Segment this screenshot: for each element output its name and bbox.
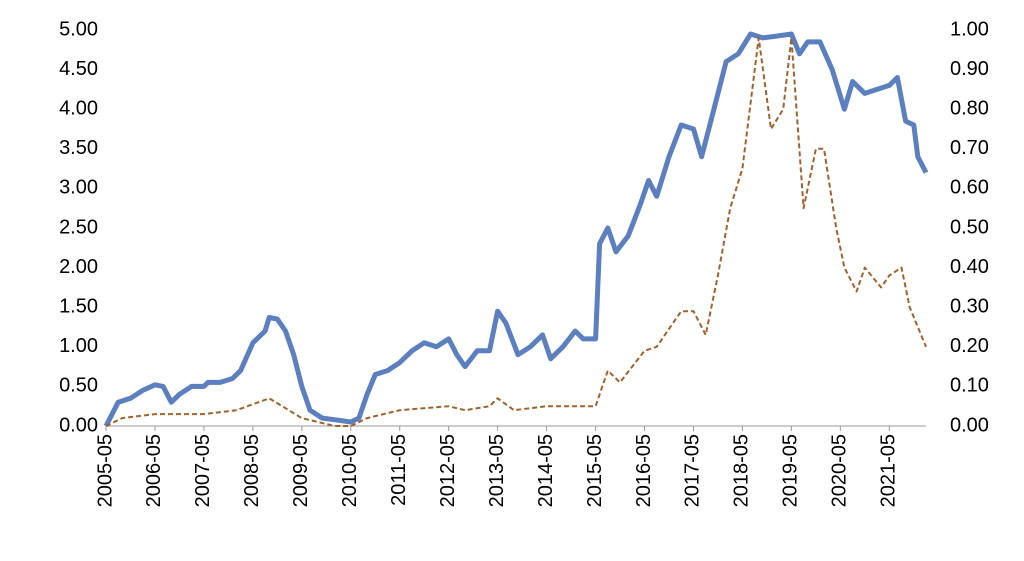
y2-tick-label: 0.60 xyxy=(950,177,989,199)
x-tick-label: 2014-05 xyxy=(535,434,557,507)
y2-tick-label: 0.50 xyxy=(950,216,989,238)
x-tick-label: 2020-05 xyxy=(829,434,851,507)
y-tick-label: 0.50 xyxy=(59,375,98,397)
x-tick-label: 2021-05 xyxy=(878,434,900,507)
series-line xyxy=(105,36,927,427)
y2-tick-label: 1.00 xyxy=(950,18,989,40)
y-tick-label: 2.00 xyxy=(59,256,98,278)
y-tick-label: 5.00 xyxy=(59,18,98,40)
y2-tick-label: 0.30 xyxy=(950,295,989,317)
x-tick-label: 2019-05 xyxy=(780,434,802,507)
x-tick-label: 2018-05 xyxy=(731,434,753,507)
x-tick-label: 2015-05 xyxy=(584,434,606,507)
series-line xyxy=(103,31,929,428)
x-tick-label: 2006-05 xyxy=(143,434,165,507)
y2-tick-label: 0.80 xyxy=(950,97,989,119)
x-tick-label: 2012-05 xyxy=(437,434,459,507)
y-tick-label: 3.50 xyxy=(59,137,98,159)
x-tick-label: 2017-05 xyxy=(682,434,704,507)
x-tick-label: 2010-05 xyxy=(339,434,361,507)
y-tick-label: 1.50 xyxy=(59,295,98,317)
y2-tick-label: 0.20 xyxy=(950,335,989,357)
x-tick-label: 2008-05 xyxy=(241,434,263,507)
y-tick-label: 4.00 xyxy=(59,97,98,119)
x-tick-label: 2013-05 xyxy=(486,434,508,507)
y2-tick-label: 0.00 xyxy=(950,414,989,436)
y2-tick-label: 0.10 xyxy=(950,375,989,397)
x-tick-label: 2011-05 xyxy=(388,434,410,506)
y-tick-label: 4.50 xyxy=(59,58,98,80)
x-tick-label: 2009-05 xyxy=(290,434,312,507)
y-tick-label: 1.00 xyxy=(59,335,98,357)
y2-tick-label: 0.90 xyxy=(950,58,989,80)
y-tick-label: 3.00 xyxy=(59,177,98,199)
y-tick-label: 2.50 xyxy=(59,216,98,238)
x-tick-label: 2005-05 xyxy=(94,434,116,507)
x-tick-label: 2016-05 xyxy=(633,434,655,507)
y-tick-label: 0.00 xyxy=(59,414,98,436)
y2-tick-label: 0.70 xyxy=(950,137,989,159)
y2-tick-label: 0.40 xyxy=(950,256,989,278)
x-tick-label: 2007-05 xyxy=(192,434,214,507)
